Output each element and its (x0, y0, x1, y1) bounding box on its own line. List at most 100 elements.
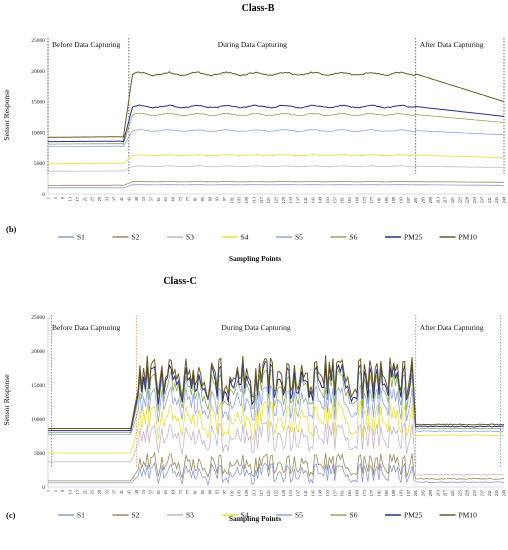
chart-b-x-tick-label: 169 (354, 197, 359, 203)
chart-b-x-tick-label: 205 (421, 197, 426, 203)
chart-c-x-tick-label: 33 (104, 490, 109, 494)
chart-b-panel-label: (b) (6, 224, 17, 234)
chart-c-x-tick-label: 85 (200, 490, 205, 494)
chart-c-x-tick-label: 129 (281, 490, 286, 496)
chart-b-x-tick-label: 165 (347, 197, 352, 203)
chart-b-x-tick-label: 141 (303, 197, 308, 203)
chart-b-x-tick-label: 49 (134, 197, 139, 201)
chart-b-x-tick-label: 241 (487, 197, 492, 203)
chart-c-ylabel: Sensor Response (2, 374, 11, 426)
chart-c-x-tick-label: 117 (259, 490, 264, 496)
chart-b-legend-label: PM10 (459, 233, 478, 242)
chart-c-x-tick-label: 201 (413, 490, 418, 496)
chart-b-x-tick-label: 105 (237, 197, 242, 203)
chart-c-series-s1 (48, 461, 505, 487)
chart-c-x-tick-label: 5 (53, 490, 58, 492)
chart-b-y-tick-label: 20000 (31, 69, 45, 75)
chart-c-x-tick-label: 77 (185, 490, 190, 494)
chart-c-x-tick-label: 233 (472, 490, 477, 496)
chart-c-x-tick-label: 17 (75, 490, 80, 494)
chart-c-annotation: Before Data Capturing (52, 323, 121, 332)
chart-b-x-tick-label: 57 (148, 197, 153, 201)
chart-c-y-tick-label: 15000 (31, 383, 45, 389)
chart-c-x-tick-label: 213 (435, 490, 440, 496)
chart-b-x-tick-label: 173 (362, 197, 367, 203)
chart-c-series-s2 (48, 451, 505, 482)
chart-b-x-tick-label: 9 (60, 197, 65, 199)
chart-b-x-tick-label: 177 (369, 197, 374, 203)
chart-b-x-tick-label: 213 (435, 197, 440, 203)
chart-c-x-tick-label: 181 (376, 490, 381, 496)
chart-c-x-tick-label: 205 (421, 490, 426, 496)
chart-b-x-tick-label: 217 (443, 197, 448, 203)
chart-c-x-tick-label: 189 (391, 490, 396, 496)
chart-c-x-tick-label: 61 (156, 490, 161, 494)
chart-c-x-tick-label: 149 (318, 490, 323, 496)
chart-b-x-tick-label: 185 (384, 197, 389, 203)
chart-b-legend-label: S2 (132, 233, 140, 242)
chart-b-x-tick-label: 113 (251, 197, 256, 203)
chart-b-x-tick-label: 89 (207, 197, 212, 201)
chart-b-x-tick-label: 29 (97, 197, 102, 201)
chart-c-y-tick-label: 25000 (31, 315, 45, 321)
chart-b-x-tick-label: 249 (502, 197, 507, 203)
chart-c-x-tick-label: 249 (502, 490, 507, 496)
chart-c-x-tick-label: 133 (288, 490, 293, 496)
chart-c-x-tick-label: 37 (112, 490, 117, 494)
chart-b-x-tick-label: 197 (406, 197, 411, 203)
chart-c-x-tick-label: 29 (97, 490, 102, 494)
chart-b-x-tick-label: 245 (494, 197, 499, 203)
chart-c-x-tick-label: 237 (479, 490, 484, 496)
chart-b-annotation: After Data Capturing (420, 40, 484, 49)
chart-c-series-s3 (48, 421, 505, 476)
chart-c-legend-label: PM10 (459, 511, 478, 520)
chart-c-y-tick-label: 20000 (31, 349, 45, 355)
chart-b-series-s3 (48, 165, 504, 172)
chart-c-series-s5 (48, 384, 505, 436)
chart-c-legend: S1 S2 S3 S4 S5 S6 PM25 PM10 (58, 511, 477, 520)
chart-c-x-tick-label: 81 (193, 490, 198, 494)
chart-c-x-tick-label: 153 (325, 490, 330, 496)
chart-c-x-tick-label: 105 (237, 490, 242, 496)
chart-b-x-tick-label: 5 (53, 197, 58, 199)
chart-b-x-tick-label: 65 (163, 197, 168, 201)
chart-c-series-s4 (48, 400, 505, 454)
chart-c-x-tick-label: 225 (457, 490, 462, 496)
chart-c-x-tick-label: 65 (163, 490, 168, 494)
chart-b-x-tick-label: 225 (457, 197, 462, 203)
chart-c-x-tick-label: 173 (362, 490, 367, 496)
chart-b-x-tick-label: 13 (68, 197, 73, 201)
chart-c-y-tick-label: 5000 (34, 451, 45, 457)
chart-b-y-tick-label: 25000 (31, 38, 45, 44)
chart-c-legend-label: S2 (132, 511, 140, 520)
chart-c-x-tick-label: 69 (171, 490, 176, 494)
chart-b-x-tick-label: 21 (82, 197, 87, 201)
chart-c-x-tick-label: 209 (428, 490, 433, 496)
chart-c-x-tick-label: 13 (68, 490, 73, 494)
chart-b-x-tick-label: 237 (479, 197, 484, 203)
chart-c-x-tick-label: 245 (494, 490, 499, 496)
chart-c-x-tick-label: 165 (347, 490, 352, 496)
chart-b-x-tick-label: 77 (185, 197, 190, 201)
chart-c-x-tick-label: 73 (178, 490, 183, 494)
chart-b-series-s4 (48, 154, 505, 165)
chart-c-xlabel: Sampling Points (229, 514, 281, 523)
chart-c-plot-area: 0 5000 10000 15000 20000 25000 1 5 9 13 17 21 25 29 33… (31, 315, 507, 496)
chart-c-x-tick-label: 137 (296, 490, 301, 496)
chart-c-x-tick-label: 221 (450, 490, 455, 496)
chart-b-series-pm10 (48, 71, 505, 138)
chart-b-x-tick-label: 69 (171, 197, 176, 201)
chart-c-x-tick-label: 53 (141, 490, 146, 494)
chart-b-y-tick-label: 0 (42, 192, 45, 198)
chart-b-x-tick-label: 93 (215, 197, 220, 201)
chart-c-x-tick-label: 49 (134, 490, 139, 494)
chart-b-x-tick-label: 189 (391, 197, 396, 203)
chart-c-x-tick-label: 25 (90, 490, 95, 494)
chart-c-legend-label: S4 (241, 511, 249, 520)
chart-b-x-tick-label: 73 (178, 197, 183, 201)
chart-c-series-s6 (48, 368, 505, 434)
chart-b-x-tick-label: 117 (259, 197, 264, 203)
chart-b-series-s2 (48, 181, 504, 186)
chart-c-x-tick-label: 169 (354, 490, 359, 496)
